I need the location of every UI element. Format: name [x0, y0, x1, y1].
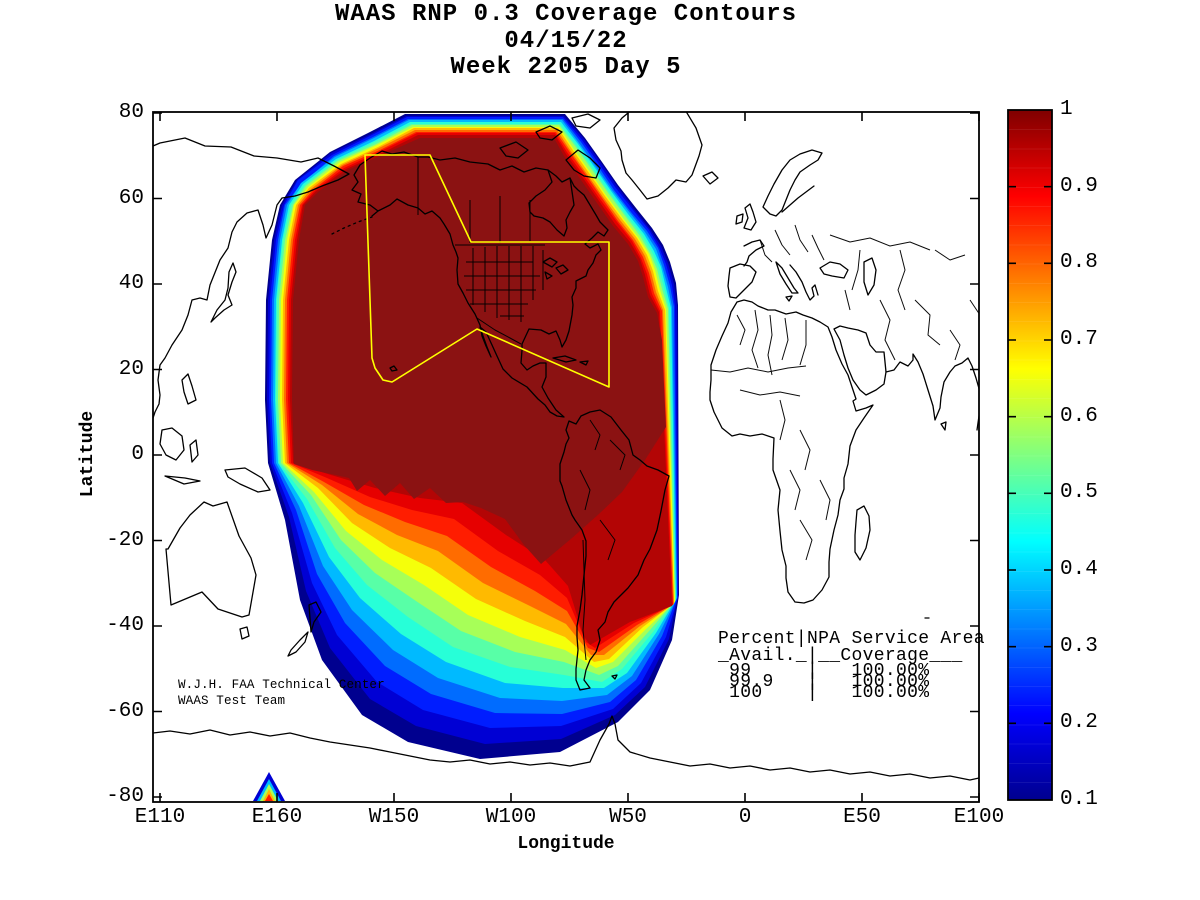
y-tick-label: -80 [106, 785, 144, 808]
availability-table-row: 99 | 100.00% [718, 661, 930, 681]
colorbar-tick-label: 0.6 [1060, 404, 1098, 428]
chart-title: WAAS RNP 0.3 Coverage Contours [334, 1, 798, 28]
x-tick-label: E160 [251, 806, 303, 829]
plot-frame [152, 111, 980, 803]
availability-table-header-1: Percent|NPA Service Area [718, 629, 985, 649]
antarctic-coverage-spike [253, 772, 285, 801]
country-borders [417, 157, 979, 661]
colorbar-tick-label: 0.7 [1060, 328, 1098, 351]
y-tick-label: 80 [118, 101, 144, 124]
y-tick-label: 0 [131, 443, 144, 466]
y-tick-label: -20 [106, 528, 144, 552]
colorbar-tick-label: 0.5 [1060, 481, 1098, 505]
npa-service-area-outline [364, 154, 610, 388]
x-tick-label: W50 [609, 806, 647, 829]
colorbar-tick-label: 0.3 [1060, 634, 1098, 658]
x-tick-label: E50 [843, 806, 881, 829]
x-axis-label: Longitude [517, 834, 615, 854]
colorbar-gradient [1008, 110, 1052, 800]
x-tick-label: E100 [953, 806, 1005, 829]
x-tick-label: 0 [738, 806, 752, 829]
colorbar-tick-label: 0.2 [1060, 711, 1098, 735]
colorbar-tick-label: 0.9 [1060, 174, 1098, 198]
x-tick-label: W150 [368, 806, 420, 829]
availability-table-header-2: _Avail._|__Coverage___ [718, 645, 963, 666]
availability-table-row: 100 | 100.00% [718, 683, 930, 703]
credit-line-2: WAAS Test Team [178, 694, 286, 708]
colorbar-tick-label: 0.8 [1060, 251, 1098, 275]
colorbar-frame [1007, 109, 1053, 801]
y-tick-label: -40 [106, 614, 144, 637]
y-axis-label: Latitude [78, 410, 98, 498]
y-tick-label: 40 [118, 272, 144, 295]
colorbar-tick-label: 1 [1060, 98, 1073, 121]
contour-fill-layer [253, 114, 679, 801]
x-tick-label: E110 [134, 806, 186, 829]
chart-subtitle-week: Week 2205 Day 5 [450, 54, 682, 81]
y-tick-label: -60 [106, 699, 144, 723]
y-tick-label: 20 [118, 357, 144, 381]
colorbar-tick-label: 0.1 [1060, 788, 1098, 811]
x-tick-label: W100 [485, 806, 537, 829]
credit-line-1: W.J.H. FAA Technical Center [178, 678, 385, 692]
world-map-layer [153, 112, 979, 781]
chart-subtitle-date: 04/15/22 [504, 28, 628, 55]
colorbar-tick-label: 0.4 [1060, 558, 1098, 581]
availability-table-row: 99.9 | 100.00% [718, 672, 930, 692]
y-tick-label: 60 [118, 186, 144, 210]
